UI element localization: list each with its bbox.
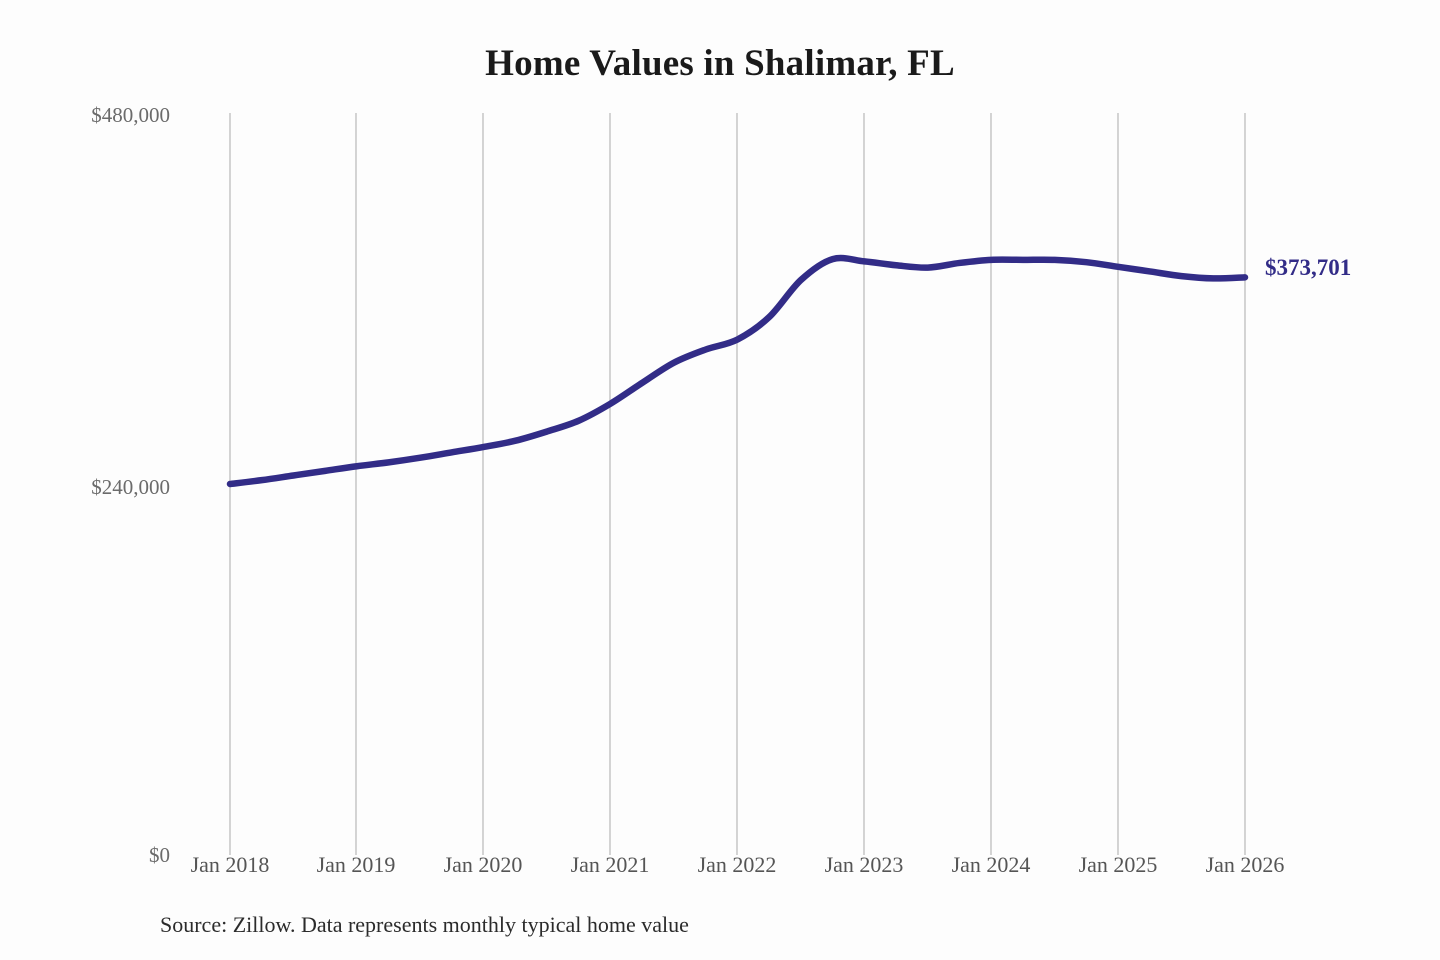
x-axis-tick-jan-2021: Jan 2021 [570,852,650,877]
y-axis-tick-480000: $480,000 [91,103,170,127]
end-value-annotation: $373,701 [1265,255,1352,280]
y-axis-tick-240000: $240,000 [91,475,170,499]
x-axis-tick-jan-2018: Jan 2018 [190,852,270,877]
x-axis-tick-jan-2022: Jan 2022 [697,852,777,877]
source-note: Source: Zillow. Data represents monthly … [160,912,689,937]
y-axis-tick-0: $0 [149,843,170,867]
gridlines [229,113,1246,855]
chart-title: Home Values in Shalimar, FL [485,43,955,84]
x-axis-tick-jan-2026: Jan 2026 [1205,852,1285,877]
x-axis-tick-jan-2019: Jan 2019 [316,852,396,877]
x-axis-tick-jan-2024: Jan 2024 [951,852,1031,877]
value-line [226,254,1249,488]
x-axis-tick-jan-2025: Jan 2025 [1078,852,1158,877]
x-axis-tick-jan-2023: Jan 2023 [824,852,904,877]
x-axis-tick-jan-2020: Jan 2020 [443,852,523,877]
